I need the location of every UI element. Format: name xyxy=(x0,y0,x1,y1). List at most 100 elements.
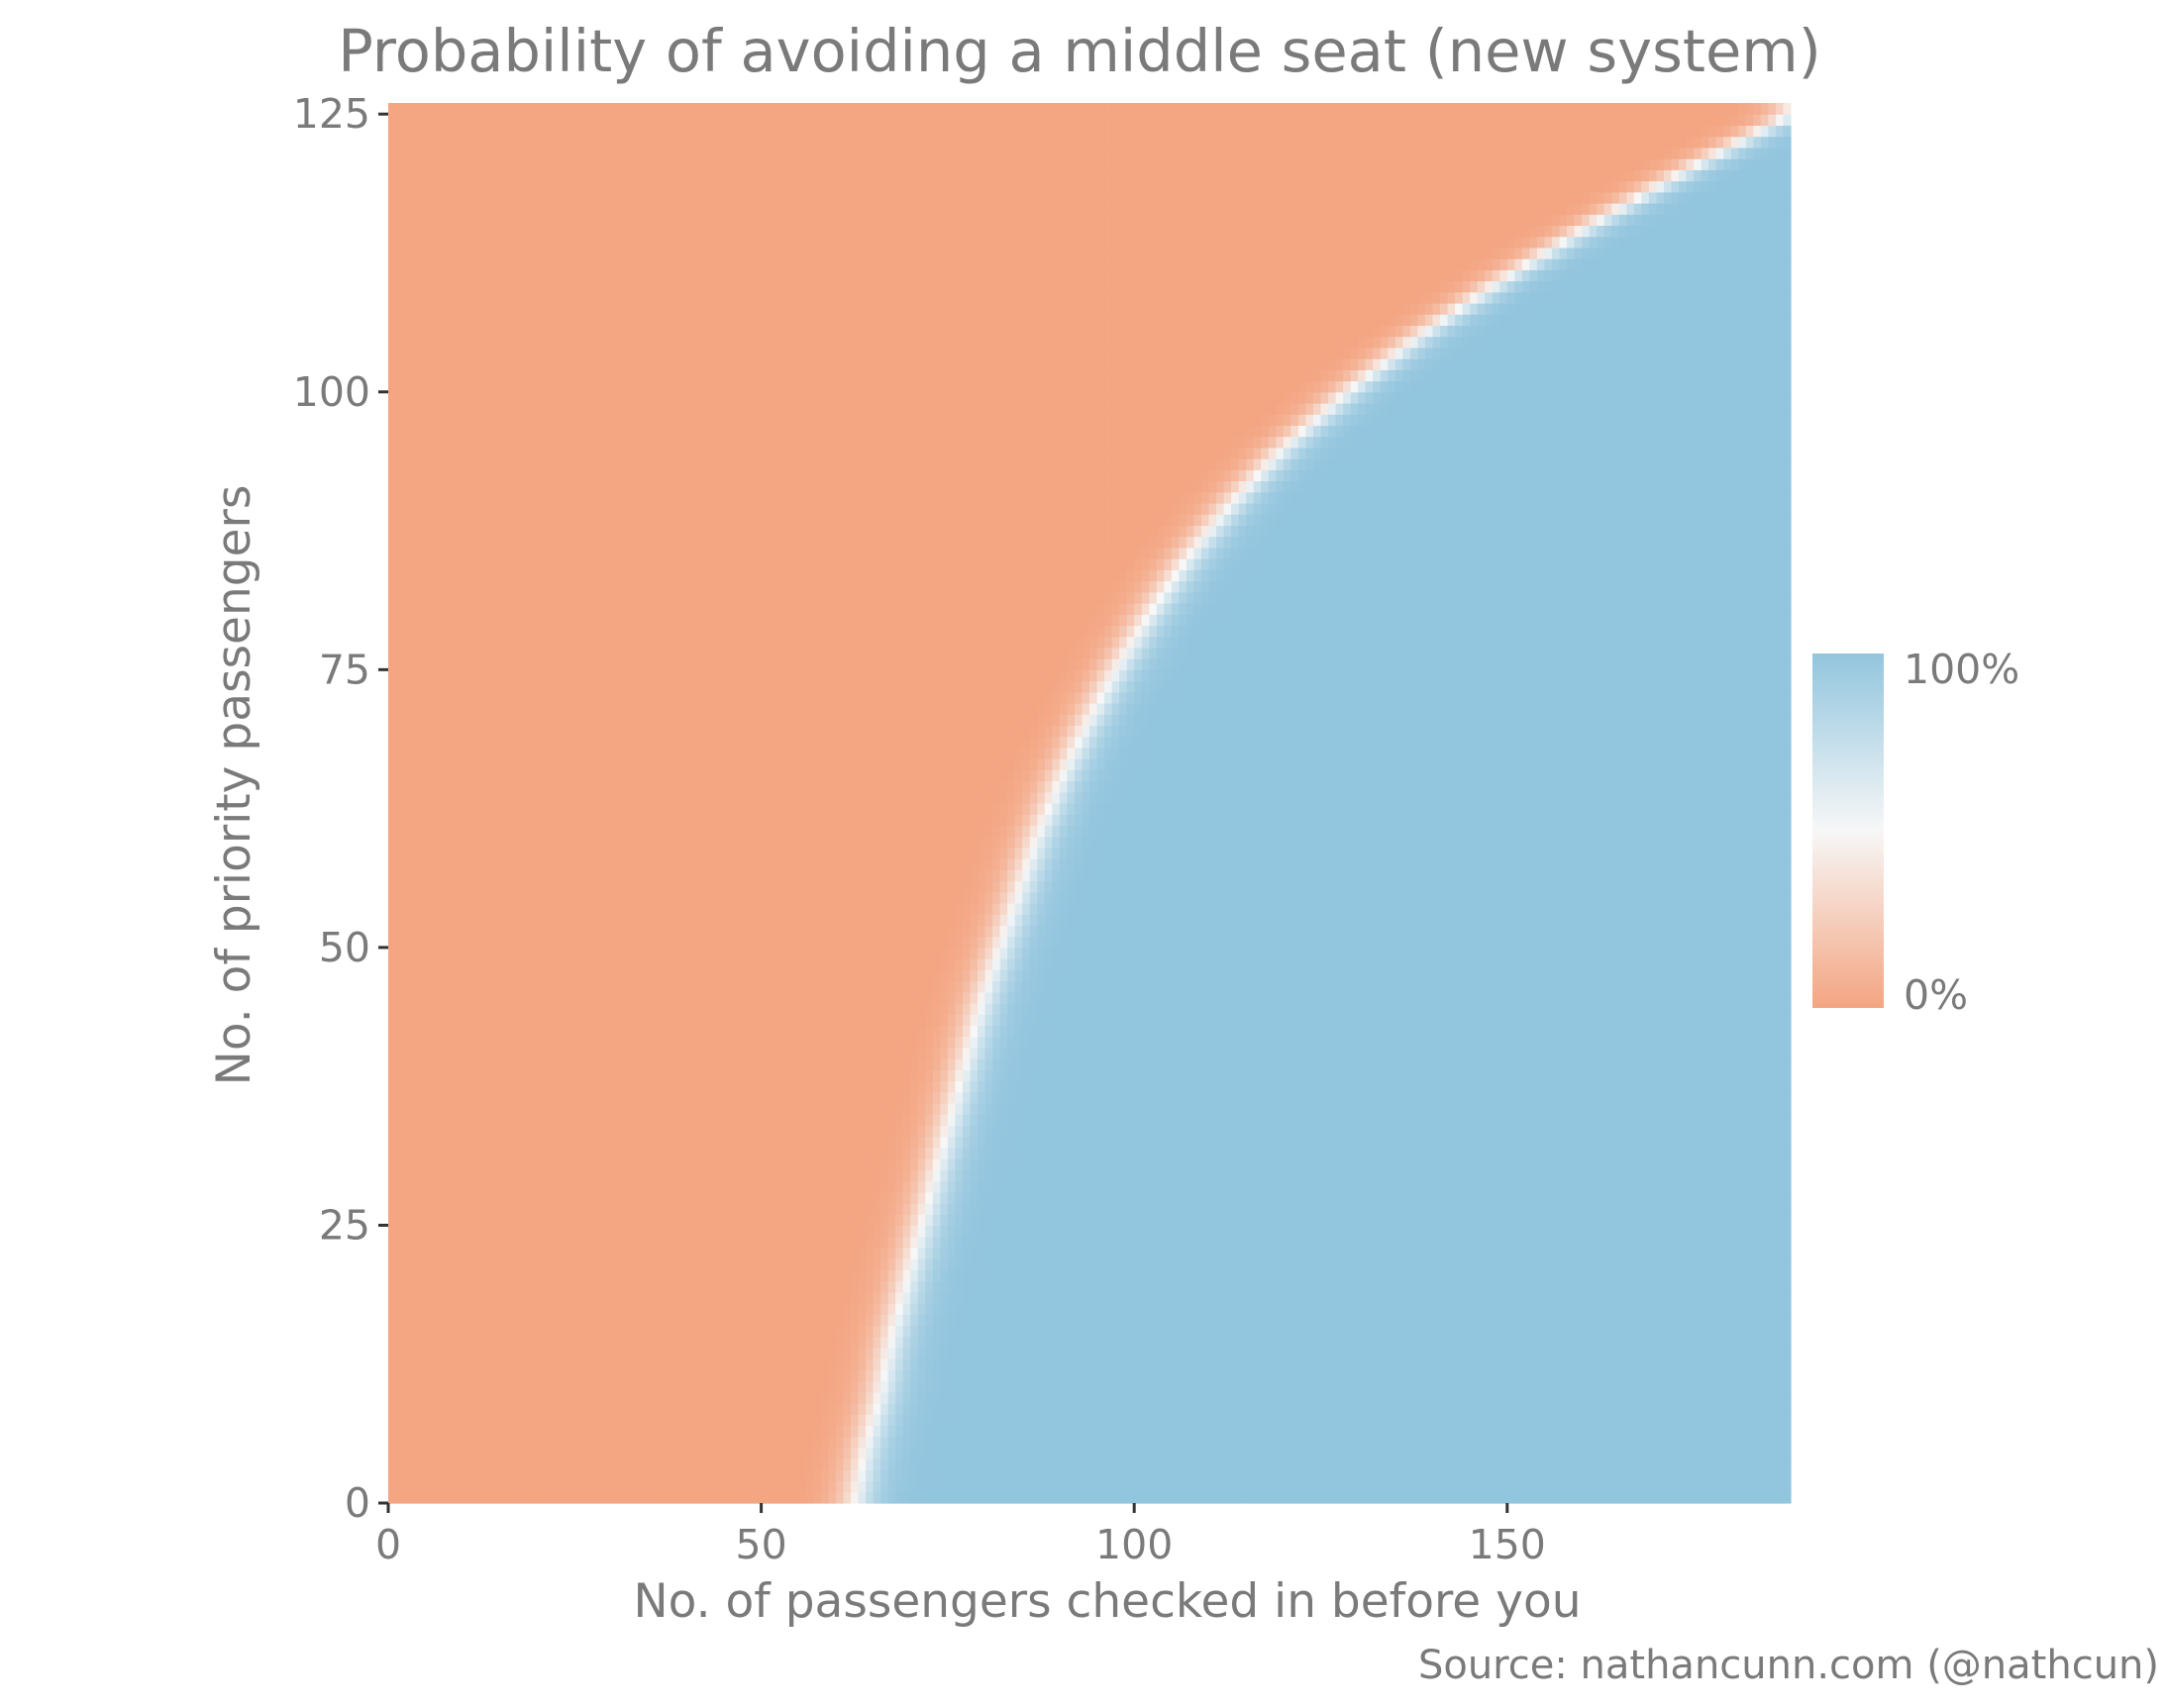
heatmap-cell xyxy=(769,1469,776,1481)
heatmap-cell xyxy=(657,1392,665,1404)
heatmap-cell xyxy=(1276,1369,1284,1381)
heatmap-cell xyxy=(1455,1425,1463,1437)
heatmap-cell xyxy=(701,1381,709,1393)
heatmap-cell xyxy=(657,1403,665,1415)
heatmap-cell xyxy=(874,1248,881,1259)
heatmap-cell xyxy=(933,1337,941,1349)
heatmap-cell xyxy=(1045,1248,1053,1259)
heatmap-cell xyxy=(568,1437,575,1449)
heatmap-cell xyxy=(1179,1325,1187,1337)
heatmap-cell xyxy=(1395,1392,1403,1404)
heatmap-cell xyxy=(1119,1348,1127,1359)
heatmap-cell xyxy=(426,1469,434,1481)
heatmap-cell xyxy=(456,1237,464,1249)
heatmap-cell xyxy=(1463,1492,1471,1504)
heatmap-cell xyxy=(1142,1292,1150,1304)
heatmap-cell xyxy=(1328,1248,1336,1259)
heatmap-cell xyxy=(1687,1458,1695,1470)
heatmap-cell xyxy=(1641,1214,1649,1226)
heatmap-cell xyxy=(1134,1214,1142,1226)
heatmap-cell xyxy=(642,1458,650,1470)
heatmap-cell xyxy=(597,1214,605,1226)
heatmap-cell xyxy=(477,1381,485,1393)
heatmap-cell xyxy=(1440,1437,1448,1449)
heatmap-cell xyxy=(694,1348,702,1359)
heatmap-cell xyxy=(1246,1248,1254,1259)
heatmap-cell xyxy=(619,1337,627,1349)
heatmap-cell xyxy=(813,1337,821,1349)
heatmap-cell xyxy=(1641,1248,1649,1259)
heatmap-cell xyxy=(1343,1314,1351,1326)
heatmap-cell xyxy=(657,1292,665,1304)
heatmap-cell xyxy=(1656,1458,1664,1470)
heatmap-cell xyxy=(1209,1348,1217,1359)
heatmap-cell xyxy=(1687,1214,1695,1226)
heatmap-cell xyxy=(709,1369,717,1381)
heatmap-cell xyxy=(1634,1303,1642,1315)
heatmap-cell xyxy=(597,1437,605,1449)
heatmap-cell xyxy=(1298,1448,1306,1459)
heatmap-cell xyxy=(1552,1403,1560,1415)
heatmap-cell xyxy=(1552,1248,1560,1259)
heatmap-cell xyxy=(463,1381,470,1393)
heatmap-cell xyxy=(813,1448,821,1459)
heatmap-cell xyxy=(1320,1437,1328,1449)
heatmap-cell xyxy=(1478,1325,1486,1337)
heatmap-cell xyxy=(1649,1237,1657,1249)
heatmap-cell xyxy=(1499,1458,1507,1470)
heatmap-cell xyxy=(635,1225,643,1237)
heatmap-cell xyxy=(933,1292,941,1304)
heatmap-cell xyxy=(441,1381,449,1393)
heatmap-cell xyxy=(1567,1414,1575,1426)
heatmap-cell xyxy=(1425,1214,1433,1226)
heatmap-cell xyxy=(747,1269,755,1281)
heatmap-cell xyxy=(463,1237,470,1249)
heatmap-cell xyxy=(1493,1437,1500,1449)
heatmap-cell xyxy=(1537,1392,1545,1404)
heatmap-cell xyxy=(1305,1403,1313,1415)
heatmap-cell xyxy=(821,1481,829,1493)
heatmap-cell xyxy=(1142,1314,1150,1326)
heatmap-cell xyxy=(1082,1481,1089,1493)
heatmap-cell xyxy=(762,1492,770,1504)
heatmap-cell xyxy=(1470,1403,1478,1415)
heatmap-cell xyxy=(1276,1214,1284,1226)
heatmap-cell xyxy=(530,1292,538,1304)
heatmap-cell xyxy=(1381,1281,1389,1293)
heatmap-cell xyxy=(1522,1469,1530,1481)
heatmap-cell xyxy=(1134,1403,1142,1415)
heatmap-cell xyxy=(1499,1392,1507,1404)
heatmap-cell xyxy=(530,1269,538,1281)
heatmap-cell xyxy=(1619,1381,1627,1393)
heatmap-cell xyxy=(747,1358,755,1370)
heatmap-cell xyxy=(762,1458,770,1470)
heatmap-cell xyxy=(925,1292,933,1304)
heatmap-cell xyxy=(1470,1269,1478,1281)
heatmap-cell xyxy=(1149,1325,1157,1337)
heatmap-cell xyxy=(1776,1392,1784,1404)
heatmap-cell xyxy=(441,1403,449,1415)
heatmap-cell xyxy=(560,1214,568,1226)
heatmap-cell xyxy=(1112,1303,1120,1315)
heatmap-cell xyxy=(1597,1237,1604,1249)
heatmap-cell xyxy=(851,1281,859,1293)
heatmap-cell xyxy=(560,1203,568,1215)
heatmap-cell xyxy=(1687,1358,1695,1370)
heatmap-cell xyxy=(1239,1314,1247,1326)
heatmap-cell xyxy=(1037,1248,1045,1259)
heatmap-cell xyxy=(821,1458,829,1470)
heatmap-cell xyxy=(933,1348,941,1359)
heatmap-cell xyxy=(1425,1269,1433,1281)
heatmap-cell xyxy=(955,1325,963,1337)
heatmap-cell xyxy=(1619,1358,1627,1370)
heatmap-cell xyxy=(657,1258,665,1270)
heatmap-cell xyxy=(776,1458,784,1470)
heatmap-cell xyxy=(396,1214,404,1226)
heatmap-cell xyxy=(671,1403,679,1415)
heatmap-cell xyxy=(456,1337,464,1349)
heatmap-cell xyxy=(1179,1348,1187,1359)
heatmap-cell xyxy=(1410,1248,1418,1259)
heatmap-cell xyxy=(500,1292,508,1304)
heatmap-cell xyxy=(1187,1292,1194,1304)
heatmap-cell xyxy=(747,1248,755,1259)
